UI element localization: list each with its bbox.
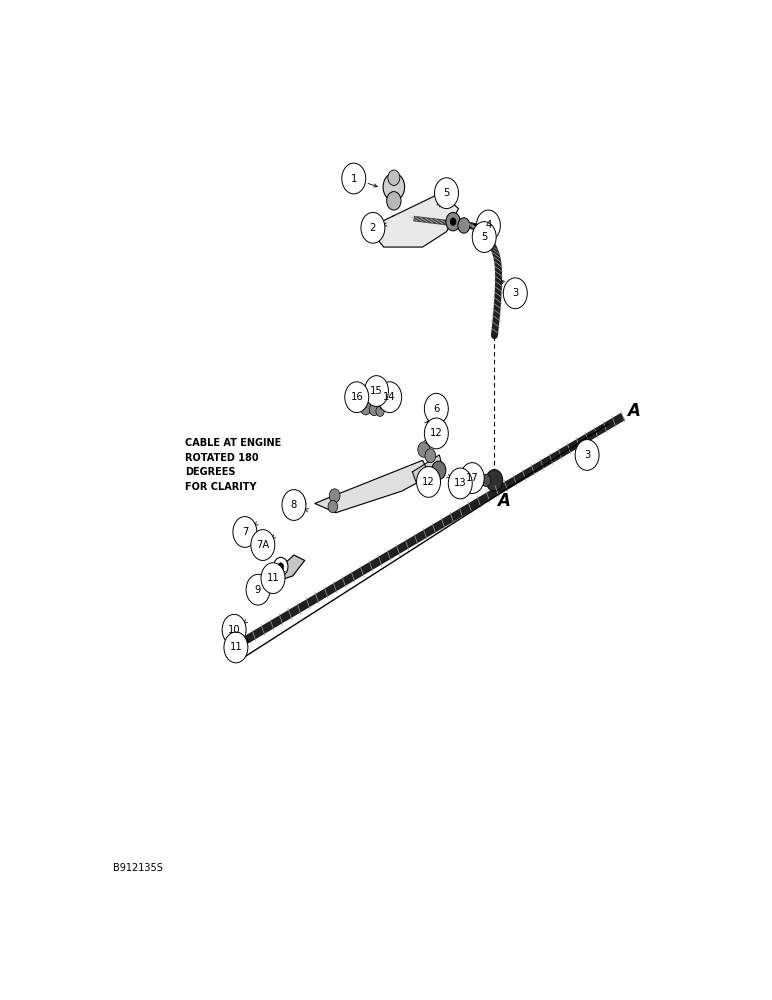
Text: 7: 7 [242, 527, 248, 537]
Circle shape [282, 490, 306, 520]
Text: 2: 2 [370, 223, 376, 233]
Circle shape [435, 178, 459, 209]
Circle shape [361, 401, 371, 415]
Text: A: A [497, 492, 510, 510]
Circle shape [361, 212, 385, 243]
Circle shape [261, 563, 285, 594]
Circle shape [460, 463, 484, 493]
Text: 3: 3 [584, 450, 591, 460]
Text: 10: 10 [228, 625, 240, 635]
Polygon shape [315, 460, 430, 513]
Text: B912135S: B912135S [113, 863, 163, 873]
Circle shape [246, 574, 270, 605]
Circle shape [278, 563, 284, 570]
Text: 9: 9 [255, 585, 261, 595]
Polygon shape [262, 555, 305, 586]
Circle shape [273, 557, 288, 576]
Text: 17: 17 [466, 473, 479, 483]
Circle shape [329, 489, 340, 503]
Circle shape [425, 418, 449, 449]
Polygon shape [369, 193, 459, 247]
Circle shape [432, 461, 446, 480]
Circle shape [251, 530, 275, 560]
Text: 11: 11 [229, 642, 242, 652]
Circle shape [418, 442, 430, 457]
Circle shape [425, 449, 435, 463]
Circle shape [376, 406, 384, 416]
Text: 5: 5 [443, 188, 450, 198]
Text: 7A: 7A [256, 540, 269, 550]
Circle shape [481, 474, 491, 487]
Circle shape [449, 468, 472, 499]
Text: 1: 1 [350, 174, 357, 184]
Text: 5: 5 [481, 232, 487, 242]
Text: A: A [628, 402, 640, 420]
Text: 13: 13 [454, 478, 466, 488]
Circle shape [369, 403, 379, 416]
Circle shape [388, 170, 400, 185]
Text: 14: 14 [384, 392, 396, 402]
Circle shape [503, 278, 527, 309]
Circle shape [233, 517, 257, 547]
Circle shape [387, 192, 401, 210]
Text: 15: 15 [370, 386, 383, 396]
Circle shape [383, 173, 405, 201]
Text: 16: 16 [350, 392, 363, 402]
Circle shape [222, 614, 246, 645]
Text: 11: 11 [266, 573, 279, 583]
Text: 4: 4 [486, 220, 492, 230]
Circle shape [486, 470, 503, 491]
Text: 12: 12 [422, 477, 435, 487]
Circle shape [476, 210, 500, 241]
Circle shape [422, 466, 435, 482]
Circle shape [364, 376, 388, 406]
Polygon shape [412, 455, 442, 483]
Circle shape [328, 500, 337, 513]
Text: 12: 12 [430, 428, 442, 438]
Circle shape [425, 393, 449, 424]
Circle shape [446, 212, 460, 231]
Circle shape [345, 382, 369, 413]
Circle shape [458, 218, 470, 233]
Circle shape [378, 382, 401, 413]
Circle shape [224, 632, 248, 663]
Circle shape [294, 496, 306, 511]
Circle shape [472, 222, 496, 252]
Text: CABLE AT ENGINE
ROTATED 180
DEGREES
FOR CLARITY: CABLE AT ENGINE ROTATED 180 DEGREES FOR … [185, 438, 281, 492]
Circle shape [417, 466, 441, 497]
Text: 3: 3 [512, 288, 519, 298]
Circle shape [450, 218, 456, 225]
Circle shape [342, 163, 366, 194]
Text: 6: 6 [433, 404, 439, 414]
Text: 8: 8 [291, 500, 297, 510]
Circle shape [575, 440, 599, 470]
